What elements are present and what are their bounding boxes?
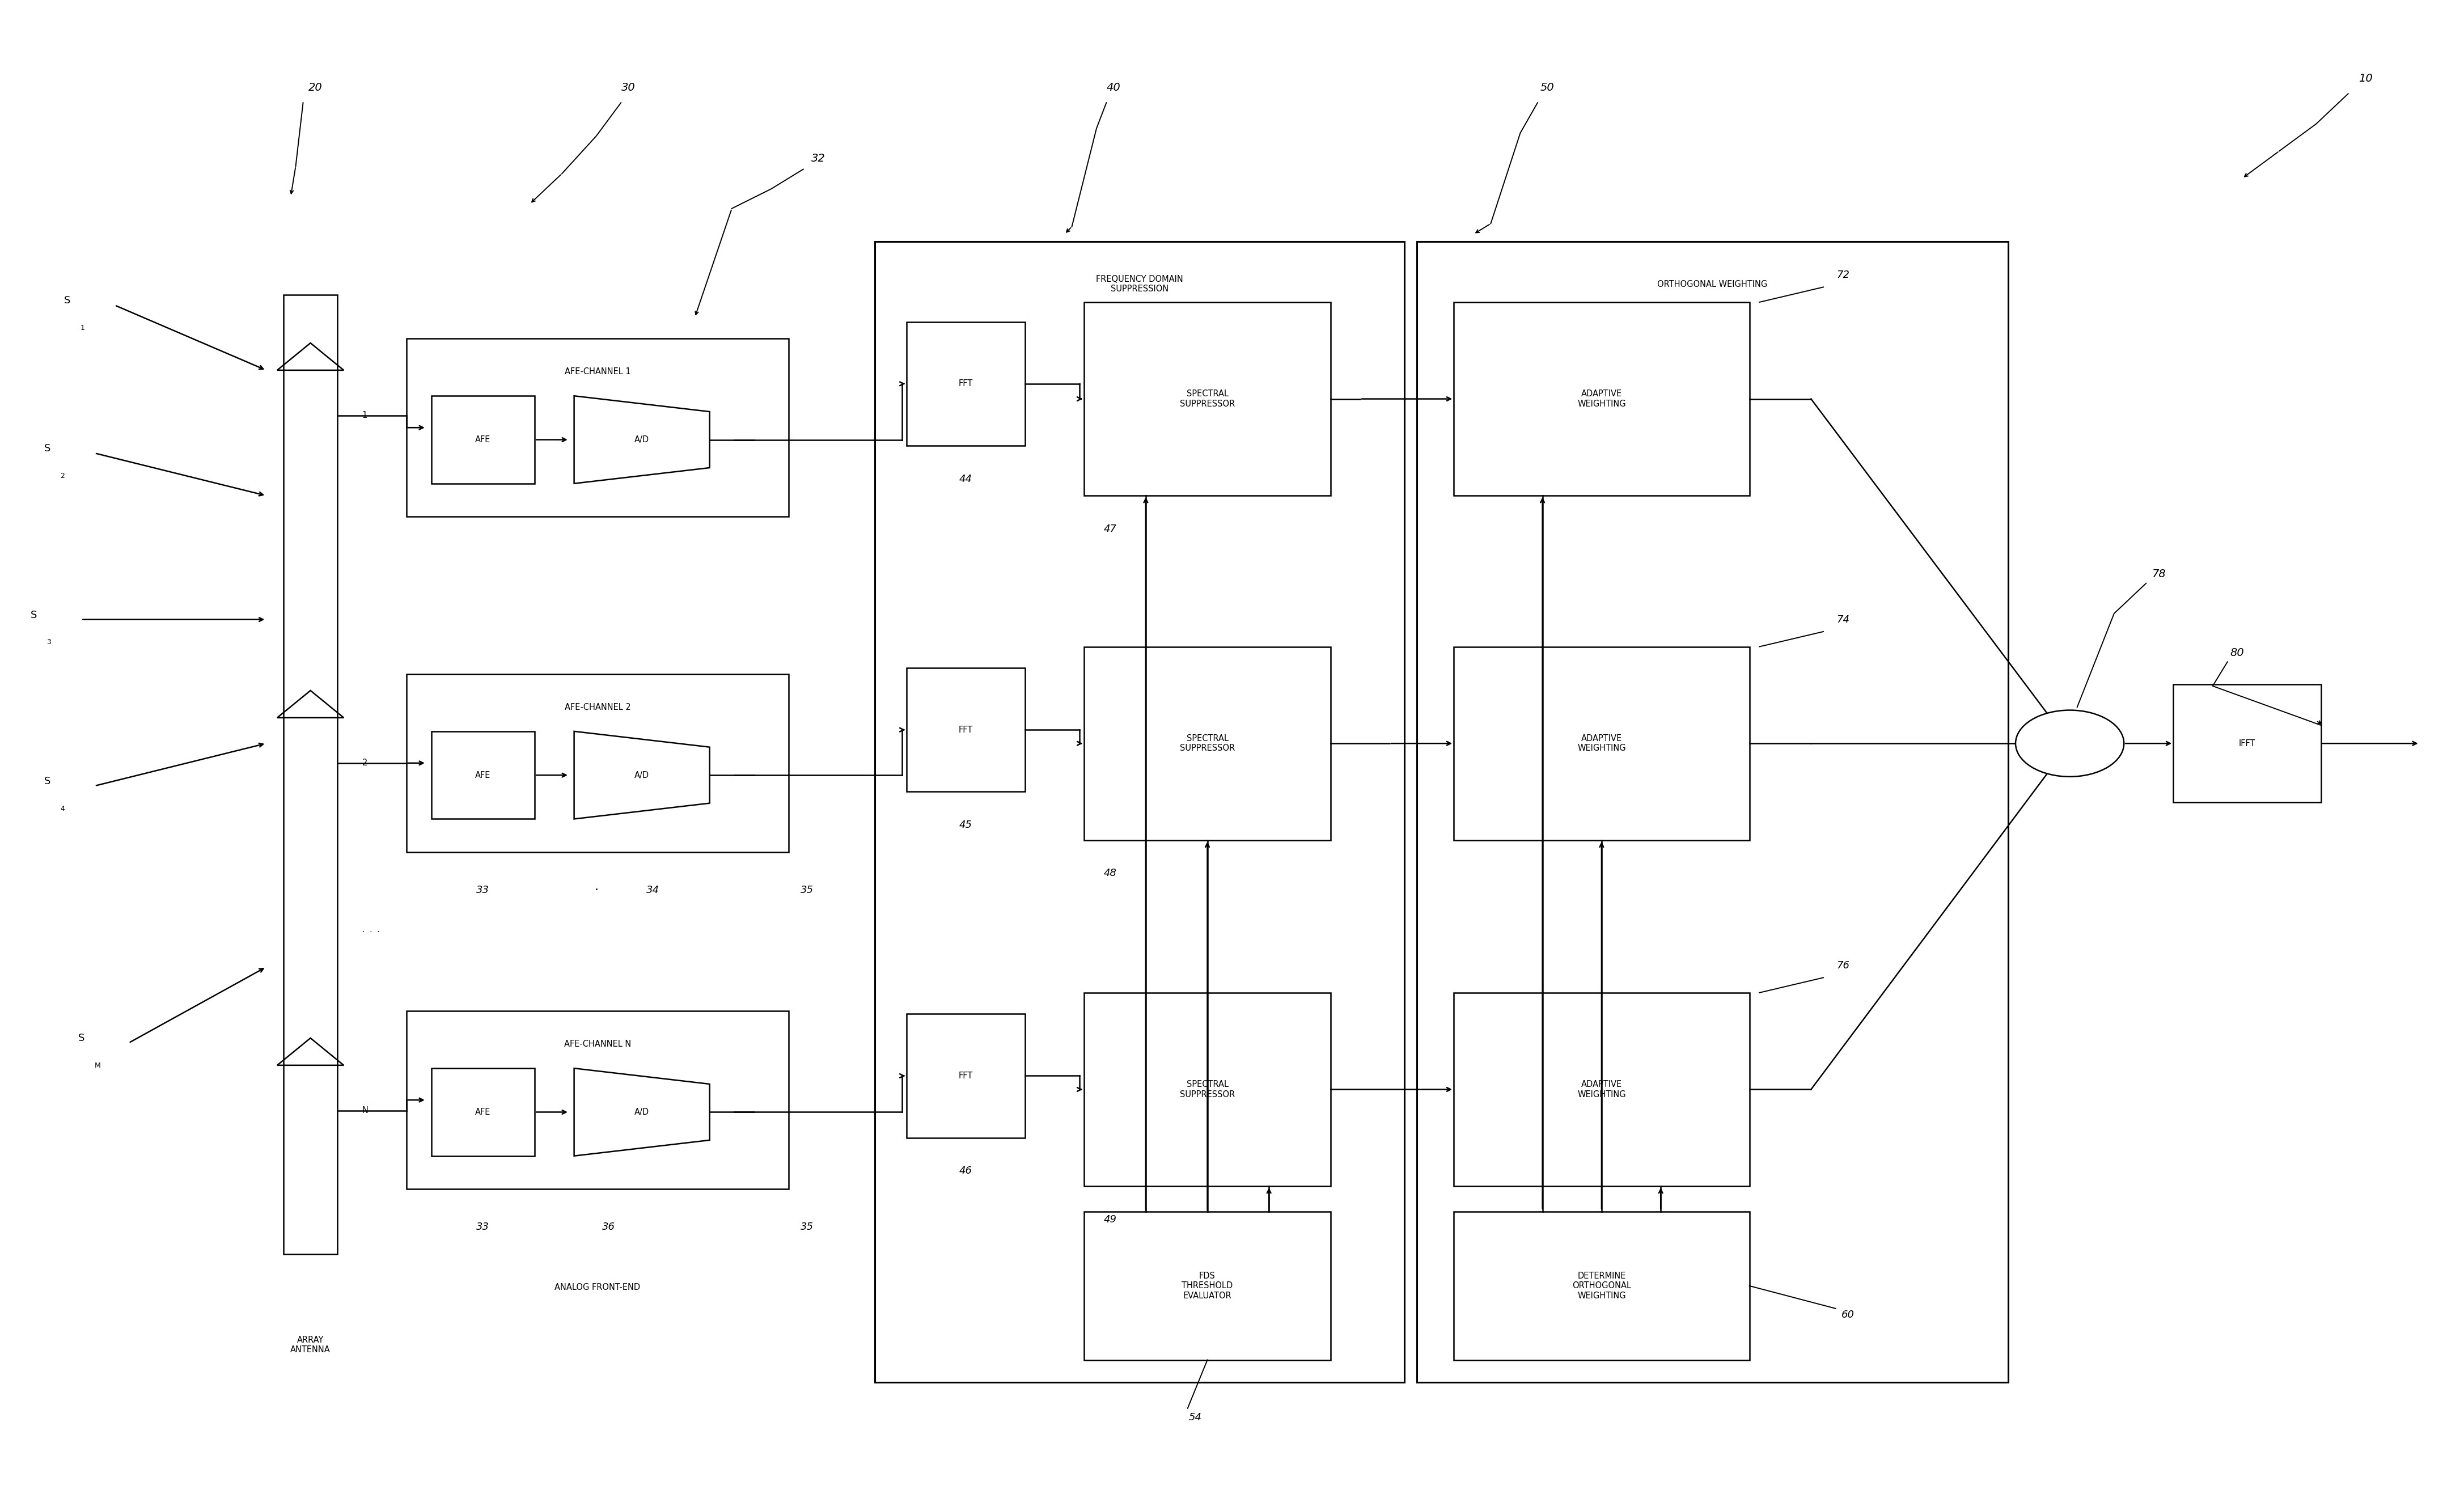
Text: 46: 46 xyxy=(958,1166,973,1176)
Text: 44: 44 xyxy=(958,474,973,484)
Text: 1: 1 xyxy=(81,325,84,331)
Bar xyxy=(407,674,788,852)
Text: FREQUENCY DOMAIN
SUPPRESSION: FREQUENCY DOMAIN SUPPRESSION xyxy=(1096,275,1183,293)
Text: ARRAY
ANTENNA: ARRAY ANTENNA xyxy=(291,1336,330,1354)
Text: ·: · xyxy=(594,884,599,896)
Circle shape xyxy=(2016,710,2124,777)
Bar xyxy=(907,668,1025,792)
Text: SPECTRAL
SUPPRESSOR: SPECTRAL SUPPRESSOR xyxy=(1180,1080,1234,1098)
Polygon shape xyxy=(574,731,710,819)
Text: SPECTRAL
SUPPRESSOR: SPECTRAL SUPPRESSOR xyxy=(1180,734,1234,752)
Text: 47: 47 xyxy=(1104,524,1116,533)
Text: DETERMINE
ORTHOGONAL
WEIGHTING: DETERMINE ORTHOGONAL WEIGHTING xyxy=(1572,1272,1631,1299)
Text: A/D: A/D xyxy=(633,771,650,780)
Bar xyxy=(1084,302,1331,496)
Text: 76: 76 xyxy=(1836,961,1850,970)
Bar xyxy=(1084,993,1331,1186)
Text: 10: 10 xyxy=(2358,73,2373,85)
Text: ORTHOGONAL WEIGHTING: ORTHOGONAL WEIGHTING xyxy=(1658,280,1767,289)
Text: 45: 45 xyxy=(958,820,973,830)
Text: S: S xyxy=(44,777,49,786)
Text: 30: 30 xyxy=(621,82,636,94)
Bar xyxy=(1417,242,2008,1383)
Text: 50: 50 xyxy=(1540,82,1555,94)
Text: FFT: FFT xyxy=(958,1071,973,1080)
Bar xyxy=(283,295,338,1254)
Text: S: S xyxy=(64,296,71,305)
Text: ANALOG FRONT-END: ANALOG FRONT-END xyxy=(554,1283,641,1292)
Bar xyxy=(875,242,1404,1383)
Bar xyxy=(1084,647,1331,840)
Text: AFE: AFE xyxy=(476,435,490,444)
Text: FDS
THRESHOLD
EVALUATOR: FDS THRESHOLD EVALUATOR xyxy=(1183,1272,1232,1299)
Text: 54: 54 xyxy=(1188,1413,1202,1422)
Text: N: N xyxy=(362,1106,370,1115)
Polygon shape xyxy=(574,1068,710,1156)
Text: 2: 2 xyxy=(59,471,64,479)
Bar xyxy=(1454,647,1749,840)
Text: ·  ·  ·: · · · xyxy=(362,928,379,937)
Text: 4: 4 xyxy=(59,805,64,813)
Text: 3: 3 xyxy=(47,639,52,645)
Text: 32: 32 xyxy=(811,153,825,165)
Text: M: M xyxy=(94,1062,101,1070)
Text: 1: 1 xyxy=(362,411,367,420)
Bar xyxy=(907,322,1025,446)
Text: AFE: AFE xyxy=(476,771,490,780)
Text: S: S xyxy=(79,1034,84,1044)
Text: 34: 34 xyxy=(646,885,660,895)
Bar xyxy=(1454,993,1749,1186)
Text: 60: 60 xyxy=(1841,1310,1855,1319)
Text: AFE-CHANNEL 2: AFE-CHANNEL 2 xyxy=(564,703,631,712)
Text: ADAPTIVE
WEIGHTING: ADAPTIVE WEIGHTING xyxy=(1577,1080,1626,1098)
Text: 36: 36 xyxy=(601,1222,616,1231)
Text: FFT: FFT xyxy=(958,379,973,388)
Bar xyxy=(407,338,788,517)
Text: ADAPTIVE
WEIGHTING: ADAPTIVE WEIGHTING xyxy=(1577,390,1626,408)
Text: 72: 72 xyxy=(1836,270,1850,280)
Text: S: S xyxy=(30,610,37,620)
Text: 78: 78 xyxy=(2151,568,2166,580)
Text: A/D: A/D xyxy=(633,1108,650,1117)
Text: 49: 49 xyxy=(1104,1215,1116,1224)
Text: 33: 33 xyxy=(476,1222,490,1231)
Bar xyxy=(2173,684,2321,802)
Bar xyxy=(431,1068,535,1156)
Text: 2: 2 xyxy=(362,759,367,768)
Text: FFT: FFT xyxy=(958,725,973,734)
Text: 35: 35 xyxy=(801,885,813,895)
Polygon shape xyxy=(574,396,710,484)
Bar xyxy=(431,396,535,484)
Bar xyxy=(1454,302,1749,496)
Text: AFE-CHANNEL N: AFE-CHANNEL N xyxy=(564,1040,631,1049)
Text: 20: 20 xyxy=(308,82,323,94)
Text: 80: 80 xyxy=(2230,647,2245,659)
Text: 40: 40 xyxy=(1106,82,1121,94)
Bar xyxy=(907,1014,1025,1138)
Text: AFE-CHANNEL 1: AFE-CHANNEL 1 xyxy=(564,367,631,376)
Bar xyxy=(431,731,535,819)
Text: ADAPTIVE
WEIGHTING: ADAPTIVE WEIGHTING xyxy=(1577,734,1626,752)
Text: AFE: AFE xyxy=(476,1108,490,1117)
Text: S: S xyxy=(44,444,49,453)
Text: IFFT: IFFT xyxy=(2240,739,2255,748)
Text: 35: 35 xyxy=(801,1222,813,1231)
Text: A/D: A/D xyxy=(633,435,650,444)
Text: 74: 74 xyxy=(1836,615,1850,624)
Bar xyxy=(1084,1212,1331,1360)
Bar xyxy=(407,1011,788,1189)
Bar xyxy=(1454,1212,1749,1360)
Text: SPECTRAL
SUPPRESSOR: SPECTRAL SUPPRESSOR xyxy=(1180,390,1234,408)
Text: 48: 48 xyxy=(1104,869,1116,878)
Text: 33: 33 xyxy=(476,885,490,895)
